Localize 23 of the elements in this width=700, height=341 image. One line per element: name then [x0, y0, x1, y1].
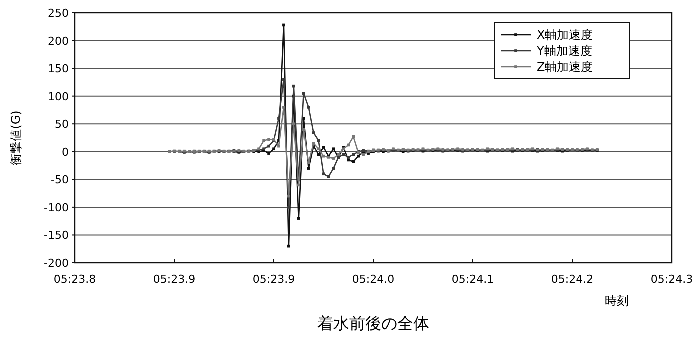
y-tick-label: -100 — [44, 201, 69, 214]
y-tick-label: 250 — [48, 7, 69, 20]
legend-label: Z軸加速度 — [537, 60, 594, 74]
x-tick-label: 05:23.9 — [153, 273, 196, 286]
legend-label: Y軸加速度 — [536, 44, 592, 58]
y-tick-label: 0 — [62, 146, 69, 159]
x-tick-label: 05:23.9 — [252, 273, 296, 286]
y-tick-label: -150 — [44, 229, 69, 242]
x-tick-label: 05:23.8 — [54, 273, 96, 286]
y-tick-label: -50 — [51, 174, 69, 187]
y-axis-title: 衝撃値(G) — [9, 110, 23, 166]
x-tick-label: 05:24.1 — [452, 273, 494, 286]
y-tick-label: 100 — [48, 90, 69, 104]
legend-label: X軸加速度 — [537, 28, 594, 42]
x-tick-label: 05:24.0 — [352, 273, 395, 286]
y-tick-label: 200 — [48, 34, 69, 48]
x-axis-title: 時刻 — [605, 294, 629, 308]
text: 着水前後の全体 — [318, 314, 430, 333]
x-tick-label: 05:24.3 — [650, 273, 694, 286]
y-tick-label: 150 — [48, 62, 69, 76]
y-tick-label: 50 — [55, 118, 69, 132]
x-tick-label: 05:24.2 — [551, 273, 594, 286]
y-tick-label: -200 — [44, 257, 69, 270]
